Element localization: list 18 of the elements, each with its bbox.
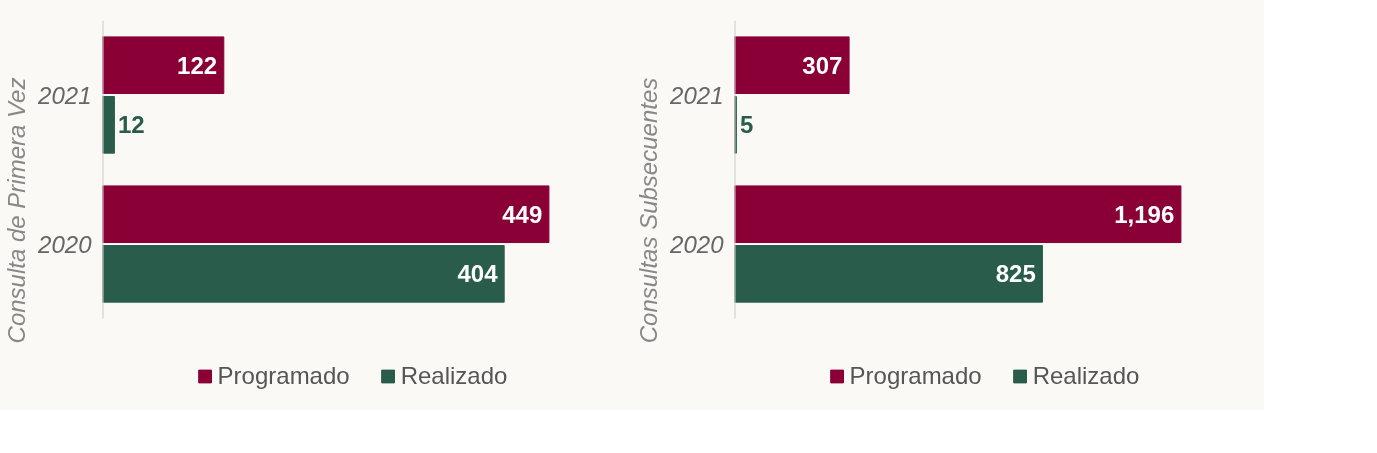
y-tick-label: 2020	[37, 230, 93, 258]
data-label: 5	[739, 111, 754, 139]
data-label: 449	[502, 200, 543, 228]
legend-label: Realizado	[1032, 362, 1140, 390]
y-tick-label: 2021	[669, 81, 724, 109]
legend-label: Programado	[849, 362, 982, 390]
data-label: 12	[118, 111, 145, 139]
legend-label: Programado	[217, 362, 350, 390]
legend-label: Realizado	[400, 362, 508, 390]
data-label: 122	[177, 51, 218, 79]
y-axis-title: Consulta de Primera Vez	[3, 77, 31, 344]
data-label: 307	[802, 51, 843, 79]
y-tick-label: 2021	[37, 81, 92, 109]
data-label: 825	[995, 260, 1036, 288]
y-axis-title: Consultas Subsecuentes	[635, 77, 663, 344]
data-label: 1,196	[1114, 200, 1175, 228]
y-tick-label: 2020	[669, 230, 725, 258]
data-label: 404	[457, 260, 499, 288]
